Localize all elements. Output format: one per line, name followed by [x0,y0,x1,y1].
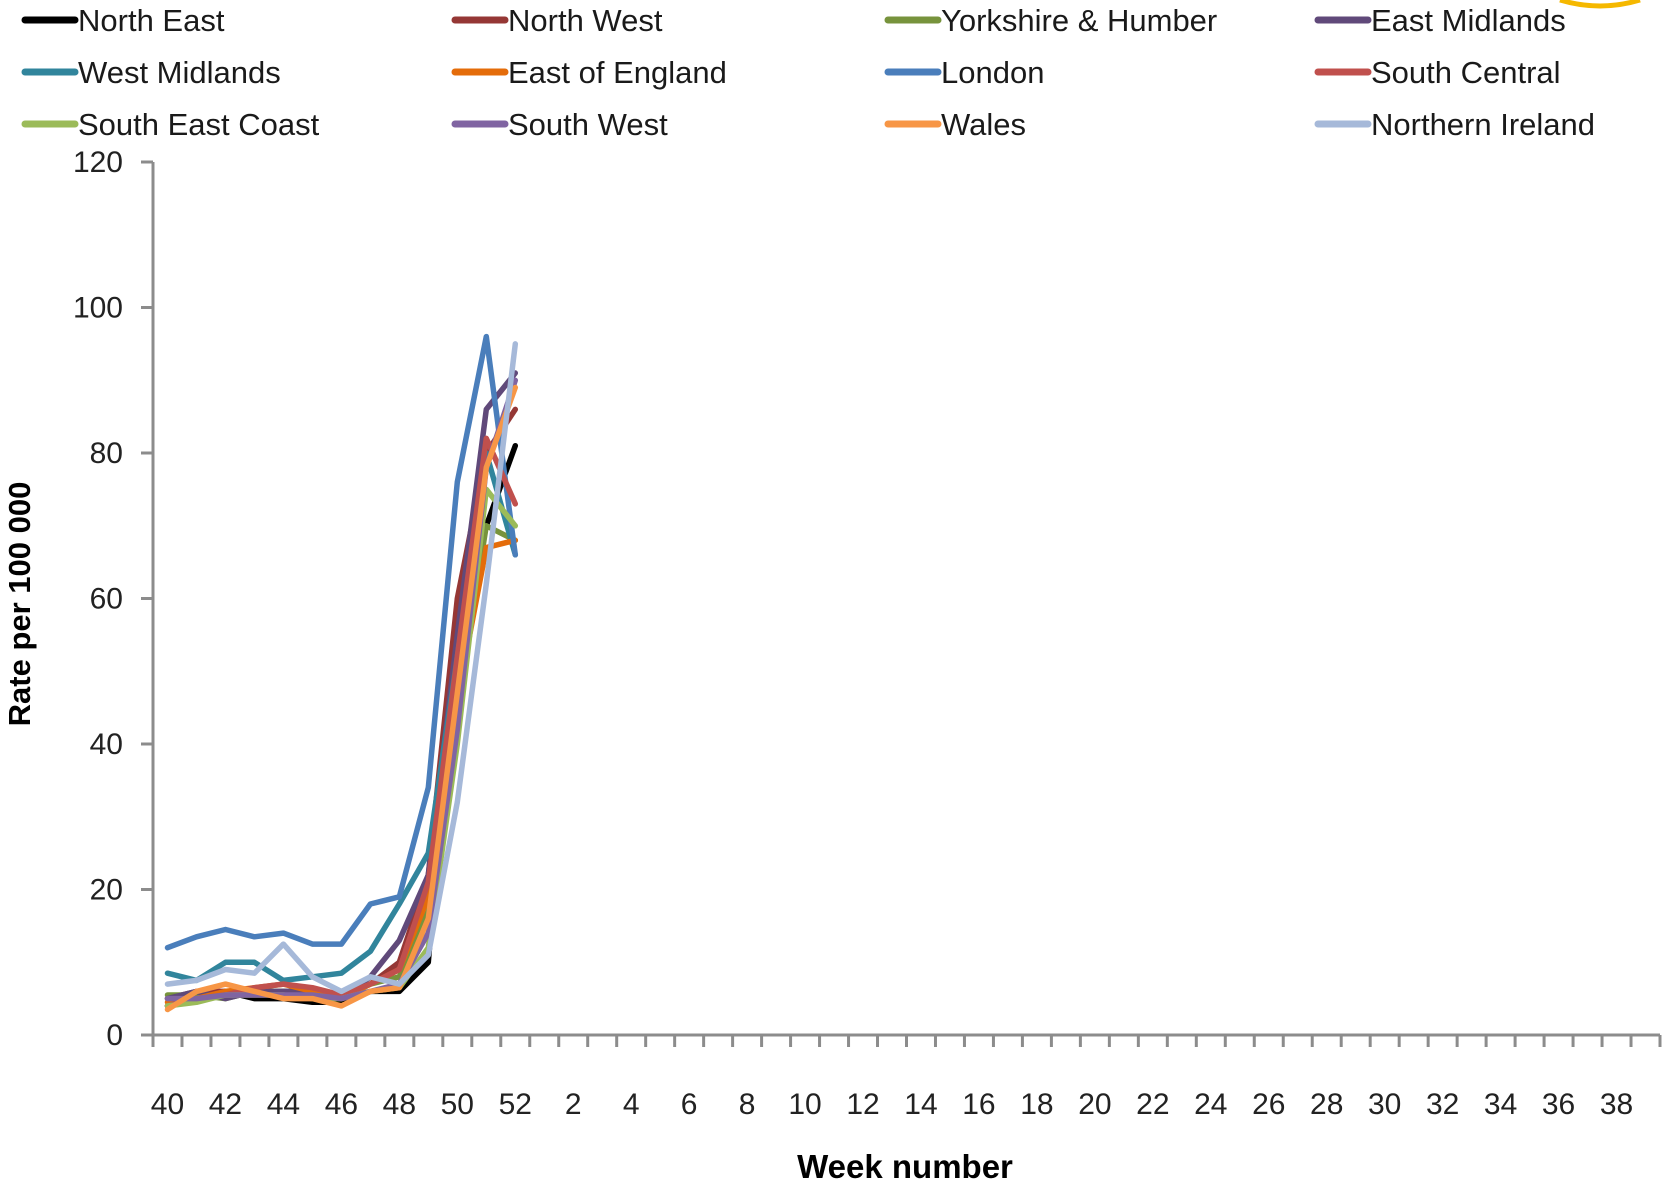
x-tick-label: 24 [1194,1088,1227,1121]
legend-label-yorkshire-humber: Yorkshire & Humber [941,3,1217,38]
x-tick-label: 12 [846,1088,879,1121]
x-tick-label: 32 [1426,1088,1459,1121]
x-tick-label: 52 [499,1088,532,1121]
x-tick-label: 8 [739,1088,756,1121]
x-tick-label: 34 [1484,1088,1517,1121]
x-tick-label: 6 [681,1088,698,1121]
x-tick-label: 16 [962,1088,995,1121]
x-tick-label: 30 [1368,1088,1401,1121]
x-axis-title: Week number [797,1148,1013,1185]
y-tick-label: 40 [90,728,123,761]
legend: North East North West Yorkshire & Humber Ea… [21,3,1595,142]
legend-label-wales: Wales [941,107,1026,142]
x-tick-label: 4 [623,1088,640,1121]
legend-label-south-west: South West [508,107,668,142]
legend-label-east-of-england: East of England [508,55,727,90]
x-tick-label: 38 [1600,1088,1633,1121]
series-line-wales [164,384,519,1013]
x-tick-label: 36 [1542,1088,1575,1121]
x-tick-label: 22 [1136,1088,1169,1121]
y-tick-label: 20 [90,874,123,907]
y-tick-label: 0 [106,1019,123,1052]
series-line-north-east [164,442,519,1009]
x-tick-label: 10 [788,1088,821,1121]
legend-label-north-east: North East [78,3,225,38]
x-tick-label: 18 [1020,1088,1053,1121]
legend-label-west-midlands: West Midlands [78,55,281,90]
series-lines [164,333,519,1013]
series-line-northern-ireland [164,341,519,995]
legend-label-northern-ireland: Northern Ireland [1371,107,1595,142]
x-tick-label: 40 [151,1088,184,1121]
x-tick-label: 28 [1310,1088,1343,1121]
y-tick-label: 80 [90,437,123,470]
x-tick-label: 46 [325,1088,358,1121]
x-tick-label: 44 [267,1088,300,1121]
legend-label-north-west: North West [508,3,663,38]
legend-label-east-midlands: East Midlands [1371,3,1566,38]
y-tick-label: 120 [73,146,123,179]
y-tick-label: 60 [90,583,123,616]
legend-label-south-central: South Central [1371,55,1561,90]
x-tick-label: 26 [1252,1088,1285,1121]
series-line-south-central [164,435,519,1009]
y-axis-title: Rate per 100 000 [2,482,37,727]
logo-arc [1559,0,1641,9]
x-tick-label: 2 [565,1088,582,1121]
series-line-south-west [164,377,519,1002]
x-tick-label: 42 [209,1088,242,1121]
y-tick-label: 100 [73,292,123,325]
x-tick-label: 48 [383,1088,416,1121]
series-line-london [164,333,519,951]
x-tick-label: 14 [904,1088,937,1121]
legend-label-south-east-coast: South East Coast [78,107,320,142]
x-tick-label: 50 [441,1088,474,1121]
legend-label-london: London [941,55,1044,90]
x-tick-label: 20 [1078,1088,1111,1121]
